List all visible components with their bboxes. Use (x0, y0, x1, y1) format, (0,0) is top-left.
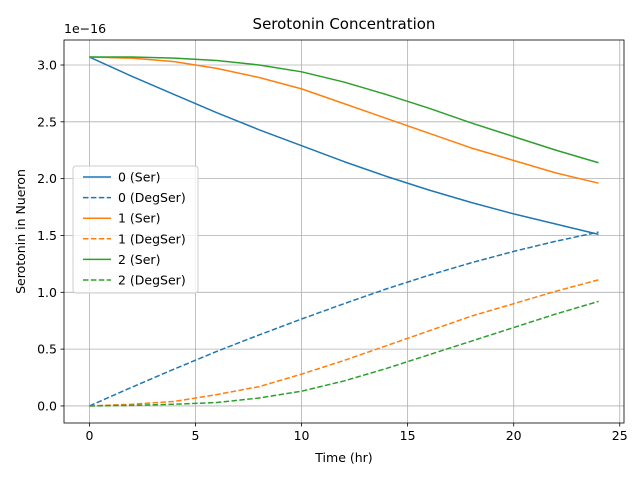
y-tick-label: 3.0 (37, 58, 57, 73)
x-tick-label: 10 (294, 428, 310, 443)
y-tick-label: 0.0 (37, 398, 57, 413)
x-tick-label: 5 (192, 428, 200, 443)
y-tick-label: 2.5 (37, 114, 57, 129)
legend-label-5: 2 (DegSer) (118, 273, 186, 288)
legend-label-3: 1 (DegSer) (118, 231, 186, 246)
legend-label-0: 0 (Ser) (118, 170, 160, 185)
y-tick-label: 1.5 (37, 228, 57, 243)
y-axis-offset-label: 1e−16 (64, 21, 106, 36)
legend-label-4: 2 (Ser) (118, 252, 160, 267)
y-axis-ticks: 0.0 0.5 1.0 1.5 2.0 2.5 3.0 (37, 58, 64, 413)
x-axis-ticks: 0 5 10 15 20 25 (85, 423, 628, 443)
x-tick-label: 25 (612, 428, 628, 443)
series-line-1 (89, 231, 599, 407)
x-tick-label: 15 (400, 428, 416, 443)
x-tick-label: 20 (506, 428, 522, 443)
series-line-2 (89, 56, 599, 184)
y-tick-label: 1.0 (37, 285, 57, 300)
series-line-4 (89, 56, 599, 164)
legend-label-1: 0 (DegSer) (118, 190, 186, 205)
series-line-0 (89, 56, 599, 236)
y-tick-label: 2.0 (37, 171, 57, 186)
x-axis-label: Time (hr) (314, 450, 372, 465)
series-lines (89, 56, 599, 407)
plot-frame (63, 39, 625, 424)
y-tick-label: 0.5 (37, 342, 57, 357)
series-line-5 (89, 300, 599, 407)
chart-title: Serotonin Concentration (253, 15, 436, 33)
y-axis-label: Serotonin in Nueron (13, 169, 28, 294)
legend-label-2: 1 (Ser) (118, 211, 160, 226)
x-tick-label: 0 (85, 428, 93, 443)
series-line-3 (89, 279, 599, 407)
legend: 0 (Ser) 0 (DegSer) 1 (Ser) 1 (DegSer) 2 (Ser… (72, 165, 199, 294)
